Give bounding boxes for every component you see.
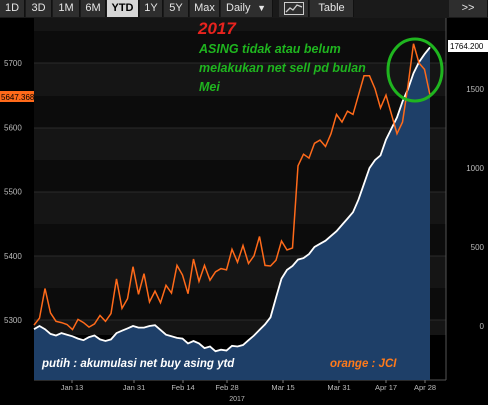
- annotation-note-line-1: ASING tidak atau belum: [199, 42, 341, 56]
- chart-area: 5300 5400 5500 5600 5700 0 500 1000 1500 Jan 13…: [0, 18, 488, 403]
- range-button-1y[interactable]: 1Y: [140, 0, 163, 17]
- x-axis-tick-label: Jan 31: [123, 383, 146, 392]
- legend-white: putih : akumulasi net buy asing ytd: [42, 358, 235, 370]
- line-chart-icon[interactable]: [279, 0, 309, 17]
- right-axis-tick-label: 0: [480, 322, 485, 331]
- x-axis-tick-label: Apr 28: [414, 383, 436, 392]
- period-select[interactable]: Daily ▼: [221, 0, 273, 17]
- jci-line: [33, 43, 431, 331]
- last-value-right: 1764.200: [450, 42, 484, 51]
- right-axis-tick-label: 500: [471, 243, 485, 252]
- net-buy-area: [34, 47, 430, 381]
- highlight-circle: [386, 37, 444, 103]
- last-value-left: 5647.368: [1, 93, 35, 102]
- x-axis-year-label: 2017: [229, 396, 245, 403]
- left-axis-tick-label: 5600: [4, 123, 22, 132]
- right-axis-tick-label: 1000: [466, 164, 484, 173]
- period-select-value: Daily: [226, 2, 251, 14]
- legend-orange: orange : JCI: [330, 358, 397, 370]
- right-axis-tick-label: 1500: [466, 85, 484, 94]
- chart-toolbar: 1D 3D 1M 6M YTD 1Y 5Y Max Daily ▼ Table …: [0, 0, 488, 18]
- chart-band: [34, 63, 446, 96]
- dropdown-arrow-icon: ▼: [257, 3, 266, 13]
- chart-band: [34, 96, 446, 128]
- x-axis-tick-label: Feb 14: [171, 383, 194, 392]
- x-axis-tick-label: Jan 13: [61, 383, 84, 392]
- left-axis-tick-label: 5700: [4, 59, 22, 68]
- range-button-max[interactable]: Max: [190, 0, 220, 17]
- chart-band: [34, 31, 446, 63]
- x-axis-tick-label: Mar 31: [327, 383, 350, 392]
- range-button-1d[interactable]: 1D: [0, 0, 25, 17]
- x-axis-tick-label: Apr 17: [375, 383, 397, 392]
- left-axis-tick-label: 5500: [4, 188, 22, 197]
- expand-button[interactable]: >>: [449, 0, 488, 17]
- range-button-6m[interactable]: 6M: [81, 0, 106, 17]
- range-button-5y[interactable]: 5Y: [164, 0, 189, 17]
- last-value-badge-left: [0, 91, 34, 102]
- left-axis-tick-label: 5400: [4, 252, 22, 261]
- chart-band: [34, 18, 446, 31]
- range-button-3d[interactable]: 3D: [26, 0, 52, 17]
- chart-band: [34, 128, 446, 160]
- net-buy-line: [33, 46, 431, 353]
- left-axis-tick-label: 5300: [4, 316, 22, 325]
- annotation-note-line-3: Mei: [199, 80, 220, 94]
- range-button-1m[interactable]: 1M: [53, 0, 80, 17]
- annotation-year: 2017: [198, 19, 236, 38]
- last-value-badge-right: [448, 40, 488, 52]
- range-button-ytd[interactable]: YTD: [107, 0, 139, 17]
- x-axis-tick-label: Feb 28: [215, 383, 238, 392]
- annotation-note-line-2: melakukan net sell pd bulan: [199, 61, 366, 75]
- x-axis-tick-label: Mar 15: [271, 383, 294, 392]
- table-button[interactable]: Table: [310, 0, 354, 17]
